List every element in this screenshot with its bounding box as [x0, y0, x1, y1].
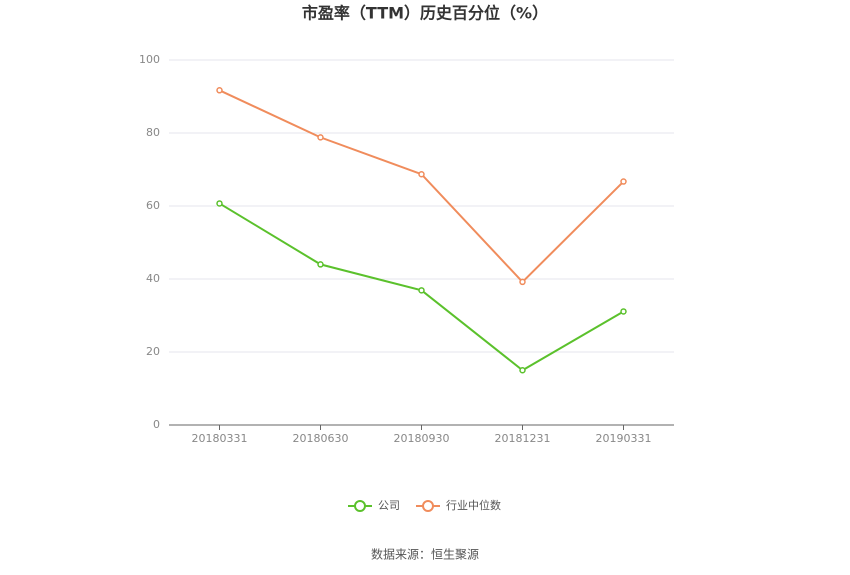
data-point	[519, 367, 526, 374]
chart-title: 市盈率（TTM）历史百分位（%）	[302, 4, 548, 23]
x-tick-label: 20180930	[394, 432, 450, 445]
y-tick-label: 20	[146, 345, 160, 358]
data-point	[216, 200, 223, 207]
x-tick-label: 20190331	[596, 432, 652, 445]
y-tick-label: 80	[146, 126, 160, 139]
y-tick-label: 60	[146, 199, 160, 212]
data-point	[216, 87, 223, 94]
legend-label: 行业中位数	[446, 498, 501, 512]
y-tick-label: 40	[146, 272, 160, 285]
x-tick-label: 20181231	[495, 432, 551, 445]
legend-label: 公司	[378, 499, 400, 512]
data-point	[418, 287, 425, 294]
source-note: 数据来源：恒生聚源	[371, 547, 479, 562]
y-tick-label: 0	[153, 418, 160, 431]
x-tick-label: 20180331	[192, 432, 248, 445]
x-tick-label: 20180630	[293, 432, 349, 445]
legend-marker	[422, 500, 434, 512]
y-tick-label: 100	[139, 53, 160, 66]
data-point	[519, 278, 526, 286]
data-point	[317, 261, 324, 268]
data-point	[620, 308, 627, 315]
series-line	[219, 89, 625, 284]
data-point	[418, 170, 425, 178]
data-point	[620, 178, 627, 185]
series-line	[218, 202, 625, 372]
legend-marker	[354, 500, 366, 512]
data-point	[317, 134, 324, 141]
